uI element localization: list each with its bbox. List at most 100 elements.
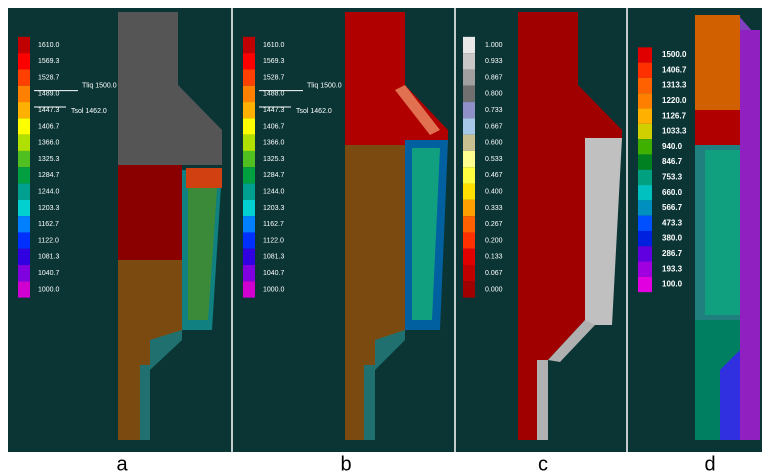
legend-swatch [463,216,475,232]
legend-label: 1406.7 [38,123,60,130]
legend-label: 566.7 [662,203,683,212]
legend-label: 0.400 [485,189,503,196]
legend-swatch [638,185,652,200]
legend-label: 1447.3 [38,107,60,114]
legend-label: 1366.0 [38,140,60,147]
legend-label: 660.0 [662,188,683,197]
legend-label: 1500.0 [662,50,687,59]
legend-swatch [463,200,475,216]
legend-label: 1244.0 [263,189,285,196]
legend-swatch [243,200,255,216]
panel-letter: c [538,453,548,475]
legend-label: 1081.3 [38,254,60,261]
legend-label: 0.267 [485,221,503,228]
legend-swatch [638,78,652,93]
legend-swatch [18,265,30,281]
legend-label: 753.3 [662,173,683,182]
legend-swatch [18,69,30,85]
legend-swatch [463,184,475,200]
legend-swatch [243,102,255,118]
legend-label: 940.0 [662,142,683,151]
legend-swatch [463,232,475,248]
legend-label: 1220.0 [662,96,687,105]
legend-swatch [638,277,652,292]
legend-swatch [243,232,255,248]
legend-swatch [18,249,30,265]
legend-swatch [638,93,652,108]
legend-swatch [18,86,30,102]
legend-swatch [243,216,255,232]
legend-swatch [18,232,30,248]
legend-swatch [18,135,30,151]
legend-swatch [243,151,255,167]
legend-label: 0.733 [485,107,503,114]
legend-label: 0.467 [485,172,503,179]
legend-label: 1325.3 [38,156,60,163]
legend-swatch [463,151,475,167]
legend-label: 473.3 [662,218,683,227]
legend-label: 380.0 [662,234,683,243]
figure: 1610.01569.31528.71489.01447.31406.71366… [0,0,770,475]
legend-label: 286.7 [662,249,683,258]
legend-label: 1000.0 [263,286,285,293]
legend-swatch [638,216,652,231]
legend-label: 1366.0 [263,140,285,147]
legend-label: 1325.3 [263,156,285,163]
legend-swatch [18,53,30,69]
legend-label: 1284.7 [38,172,60,179]
legend-swatch [18,216,30,232]
legend-label: 0.067 [485,270,503,277]
legend-swatch [463,69,475,85]
legend-swatch [638,231,652,246]
legend-label: 1569.3 [38,58,60,65]
legend-label: 0.800 [485,91,503,98]
legend-swatch [463,249,475,265]
legend-swatch [463,102,475,118]
legend-swatch [638,109,652,124]
legend-label: 846.7 [662,157,683,166]
legend-swatch [18,118,30,134]
legend-swatch [243,69,255,85]
legend-label: 1162.7 [38,221,59,228]
legend-label: 1081.3 [263,254,285,261]
legend-label: 0.133 [485,254,503,261]
legend-swatch [243,249,255,265]
legend-label: 0.200 [485,237,503,244]
legend-label: 0.867 [485,74,503,81]
legend-label: 1610.0 [263,42,285,49]
legend-swatch [463,265,475,281]
legend-label: 1126.7 [662,111,687,120]
panel-letter: d [704,453,715,475]
legend-swatch [18,184,30,200]
legend-label: 1040.7 [263,270,285,277]
legend-swatch [18,200,30,216]
legend-swatch [638,170,652,185]
legend-label: 0.667 [485,123,503,130]
panel-letter: a [116,453,128,475]
legend-swatch [243,118,255,134]
legend-swatch [463,37,475,53]
legend-label: 0.533 [485,156,503,163]
legend-label: 100.0 [662,280,683,289]
legend-label: 0.000 [485,286,503,293]
legend-swatch [18,102,30,118]
legend-swatch [243,53,255,69]
legend-swatch [638,200,652,215]
legend-swatch [638,47,652,62]
legend-label: 193.3 [662,264,683,273]
legend-label: 1406.7 [263,123,285,130]
legend-label: 1284.7 [263,172,285,179]
legend-label: 1610.0 [38,42,60,49]
legend-label: 1489.0 [38,91,60,98]
legend-swatch [18,151,30,167]
legend-label: 1447.3 [263,107,285,114]
legend-label: 1488.0 [263,91,285,98]
casting-d [695,15,760,440]
legend-swatch [463,53,475,69]
legend-label: 1569.3 [263,58,285,65]
legend-swatch [18,37,30,53]
panel-letter: b [340,453,351,475]
legend-label: 0.333 [485,205,503,212]
legend-swatch [638,124,652,139]
legend-swatch [463,118,475,134]
